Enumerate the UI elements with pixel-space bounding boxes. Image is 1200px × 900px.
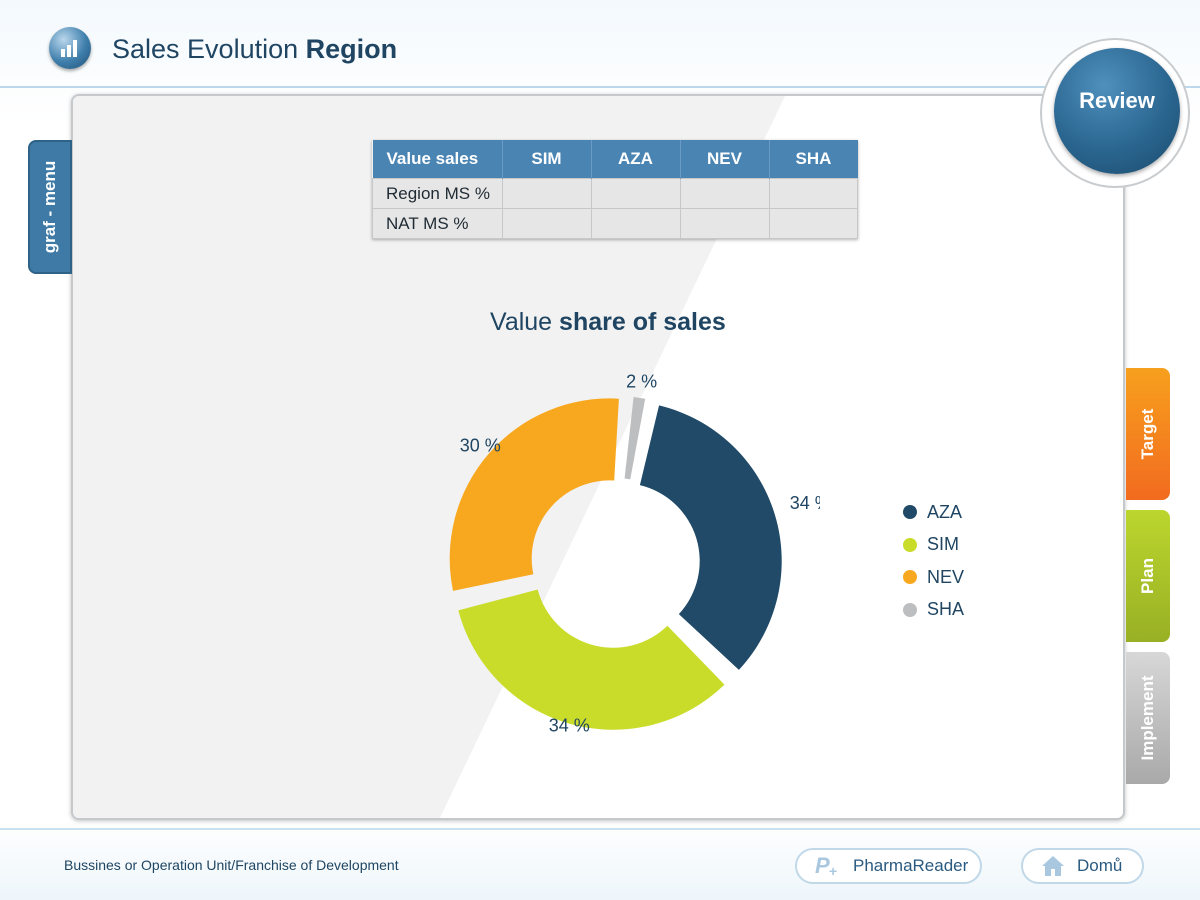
table-row: NAT MS % bbox=[372, 208, 858, 239]
table-cell bbox=[768, 208, 858, 239]
graf-menu-tab[interactable]: graf - menu bbox=[28, 140, 72, 274]
legend-swatch-sim bbox=[903, 537, 917, 552]
tab-plan-label: Plan bbox=[1138, 558, 1157, 594]
donut-chart: 34 % 34 % 30 % 2 % bbox=[449, 372, 820, 735]
review-button[interactable]: Review bbox=[1054, 48, 1180, 174]
table-header-cell: SIM bbox=[502, 140, 592, 179]
chart-title: Value share of sales bbox=[490, 308, 726, 337]
chart-logo-icon bbox=[49, 27, 91, 69]
tab-implement[interactable]: Implement bbox=[1126, 652, 1170, 784]
panel-background bbox=[73, 96, 785, 818]
pharmareader-button[interactable]: P + PharmaReader bbox=[795, 848, 982, 884]
footer-divider bbox=[0, 828, 1200, 830]
data-label-nev: 30 % bbox=[460, 435, 501, 455]
legend-item-sha: SHA bbox=[903, 594, 964, 627]
data-label-sim: 34 % bbox=[549, 715, 590, 735]
table-cell bbox=[501, 208, 592, 239]
home-label: Domů bbox=[1077, 856, 1123, 875]
table-header-row: Value sales SIM AZA NEV SHA bbox=[372, 140, 858, 179]
page-title: Sales Evolution Region bbox=[112, 34, 397, 65]
legend-swatch-aza bbox=[903, 505, 917, 520]
row-label: NAT MS % bbox=[372, 208, 503, 239]
home-button[interactable]: Domů bbox=[1021, 848, 1144, 884]
svg-text:+: + bbox=[829, 863, 837, 878]
table-cell bbox=[679, 178, 770, 209]
legend-swatch-nev bbox=[903, 570, 917, 585]
pharmareader-icon: P + bbox=[815, 854, 841, 878]
table-cell bbox=[679, 208, 770, 239]
value-sales-table: Value sales SIM AZA NEV SHA Region MS % … bbox=[372, 140, 858, 239]
chart-legend: AZA SIM NEV SHA bbox=[903, 496, 964, 626]
tab-plan[interactable]: Plan bbox=[1126, 510, 1170, 642]
legend-item-nev: NEV bbox=[903, 561, 964, 594]
legend-label: SIM bbox=[927, 534, 960, 555]
page-title-bold: Region bbox=[305, 34, 398, 64]
page-title-regular: Sales Evolution bbox=[112, 34, 299, 64]
donut-slice-aza bbox=[639, 405, 782, 670]
table-cell bbox=[590, 208, 681, 239]
review-label: Review bbox=[1079, 88, 1155, 113]
table-cell bbox=[501, 178, 592, 209]
home-icon bbox=[1041, 855, 1065, 877]
tab-target-label: Target bbox=[1138, 408, 1157, 460]
data-label-sha: 2 % bbox=[626, 372, 657, 392]
table-header-cell: AZA bbox=[591, 140, 681, 179]
table-header-cell: NEV bbox=[680, 140, 770, 179]
footer-unit-text: Bussines or Operation Unit/Franchise of … bbox=[64, 857, 399, 873]
table-cell bbox=[768, 178, 858, 209]
donut-slice-sha bbox=[624, 397, 646, 480]
tab-implement-label: Implement bbox=[1138, 675, 1157, 761]
table-row: Region MS % bbox=[372, 178, 858, 209]
table-cell bbox=[590, 178, 681, 209]
svg-text:P: P bbox=[815, 854, 830, 878]
legend-label: SHA bbox=[927, 599, 965, 620]
data-label-aza: 34 % bbox=[790, 493, 820, 513]
table-header-cell: SHA bbox=[769, 140, 858, 179]
legend-label: NEV bbox=[927, 566, 965, 587]
legend-item-sim: SIM bbox=[903, 529, 964, 562]
table-header-cell: Value sales bbox=[372, 140, 503, 179]
legend-label: AZA bbox=[927, 501, 963, 522]
graf-menu-label: graf - menu bbox=[40, 160, 59, 254]
chart-title-bold: share of sales bbox=[559, 308, 726, 336]
row-label: Region MS % bbox=[372, 178, 503, 209]
donut-slice-nev bbox=[449, 398, 619, 591]
header-bar: Sales Evolution Region bbox=[0, 0, 1200, 88]
legend-item-aza: AZA bbox=[903, 496, 964, 529]
tab-target[interactable]: Target bbox=[1126, 368, 1170, 500]
donut-slice-sim bbox=[458, 589, 725, 730]
chart-title-regular: Value bbox=[490, 308, 553, 336]
pharmareader-label: PharmaReader bbox=[853, 856, 969, 875]
legend-swatch-sha bbox=[903, 602, 917, 617]
